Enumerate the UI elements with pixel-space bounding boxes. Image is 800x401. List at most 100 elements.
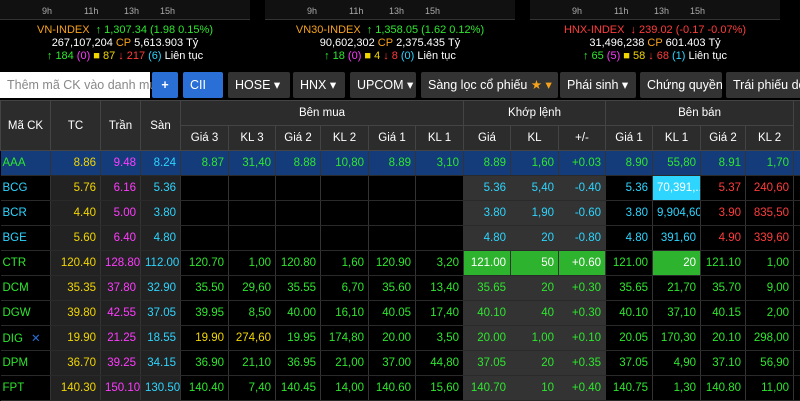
button-label: Chứng quyền <box>647 78 723 92</box>
cell: 36.95 <box>276 351 321 376</box>
declines: 68 <box>657 50 669 62</box>
cell: 39.25 <box>101 351 141 376</box>
value: 2,375.435 <box>396 37 445 49</box>
ceiling-count: (0) <box>77 50 90 62</box>
cell <box>276 201 321 226</box>
cell: +0.10 <box>559 326 606 351</box>
cell <box>181 226 229 251</box>
cell <box>321 176 369 201</box>
cell: 39.80 <box>51 301 101 326</box>
arrow: ↑ <box>583 50 592 62</box>
cell: 120.40 <box>51 251 101 276</box>
cell: 35.70 <box>701 276 746 301</box>
cell <box>794 376 800 401</box>
toolbar-button[interactable]: CII <box>183 72 223 98</box>
cell <box>229 176 276 201</box>
toolbar-button[interactable]: HOSE ▾ <box>228 72 290 98</box>
square: ■ <box>623 50 633 62</box>
caret: ★ ▾ <box>527 78 551 92</box>
cell: 121.10 <box>701 251 746 276</box>
remove-icon[interactable]: ✕ <box>31 333 41 345</box>
volume: 267,107,204 <box>52 37 113 49</box>
caret: ▾ <box>270 78 280 92</box>
cell: 35.50 <box>181 276 229 301</box>
cell: 130.50 <box>141 376 181 401</box>
symbol-cell: DIG✕ <box>1 326 51 351</box>
cell: 2,00 <box>746 301 794 326</box>
cell: 112.00 <box>141 251 181 276</box>
advances: 184 <box>55 50 73 62</box>
cell: 11,00 <box>746 376 794 401</box>
toolbar-button[interactable]: UPCOM ▾ <box>350 72 416 98</box>
cell: 32.90 <box>141 276 181 301</box>
column-header: Giá 3 <box>181 126 229 151</box>
cell: 6.16 <box>101 176 141 201</box>
cell: 35.65 <box>606 276 653 301</box>
chart-tick: 11h <box>349 6 363 16</box>
cell <box>794 251 800 276</box>
ceiling-count: (5) <box>607 50 620 62</box>
symbol: FPT <box>3 382 25 394</box>
cell: 20 <box>511 351 559 376</box>
cell: 1,00 <box>746 251 794 276</box>
arrow: ↑ <box>96 24 105 36</box>
cell: 20.05 <box>606 326 653 351</box>
volume: 31,496,238 <box>589 37 644 49</box>
cell: 8.87 <box>181 151 229 176</box>
toolbar-button[interactable]: Chứng quyền <box>640 72 722 98</box>
square: ■ <box>93 50 103 62</box>
cell: -0.40 <box>559 176 606 201</box>
cell: 40 <box>511 301 559 326</box>
caret: ▾ <box>404 78 414 92</box>
index-change: 239.02 (-0.17 -0.07%) <box>639 24 746 36</box>
cell: 5.76 <box>51 176 101 201</box>
declines: 8 <box>392 50 398 62</box>
cell: 1,60 <box>321 251 369 276</box>
cell: 36.70 <box>51 351 101 376</box>
symbol: DCM <box>3 282 29 294</box>
column-header: Giá 1 <box>369 126 416 151</box>
cell: 5.36 <box>464 176 511 201</box>
cell: 150.10 <box>101 376 141 401</box>
cell: 44,80 <box>416 351 464 376</box>
toolbar-button[interactable]: Phái sinh ▾ <box>560 72 636 98</box>
toolbar-button[interactable]: HNX ▾ <box>293 72 345 98</box>
cell: +0.30 <box>559 301 606 326</box>
symbol: BGE <box>3 232 27 244</box>
cell <box>369 176 416 201</box>
toolbar-button[interactable]: Sàng lọc cổ phiếu ★ ▾ <box>421 72 558 98</box>
index-line: ↑ 184(0)■ 87↓ 217(6)Liên tục <box>0 50 250 63</box>
cell <box>276 226 321 251</box>
cell: 40.00 <box>276 301 321 326</box>
symbol: DPM <box>3 357 29 369</box>
cell: 5.36 <box>606 176 653 201</box>
value: 5,613.903 <box>134 37 183 49</box>
search-input[interactable]: Thêm mã CK vào danh mục <box>0 72 150 98</box>
symbol-cell: CTR <box>1 251 51 276</box>
add-button[interactable]: + <box>152 72 178 98</box>
cell: 3.80 <box>141 201 181 226</box>
cell: 19.95 <box>276 326 321 351</box>
cell: 6.40 <box>101 226 141 251</box>
value-unit: Tỷ <box>448 37 460 49</box>
toolbar-button[interactable]: Trái phiếu doa <box>726 72 800 98</box>
cell: 170,30 <box>653 326 701 351</box>
cell: 4.40 <box>51 201 101 226</box>
cell: 35.35 <box>51 276 101 301</box>
button-label: Sàng lọc cổ phiếu <box>428 78 527 92</box>
unchanged: 58 <box>633 50 645 62</box>
group-header: Bên mua <box>181 101 464 126</box>
cell: 8.89 <box>369 151 416 176</box>
